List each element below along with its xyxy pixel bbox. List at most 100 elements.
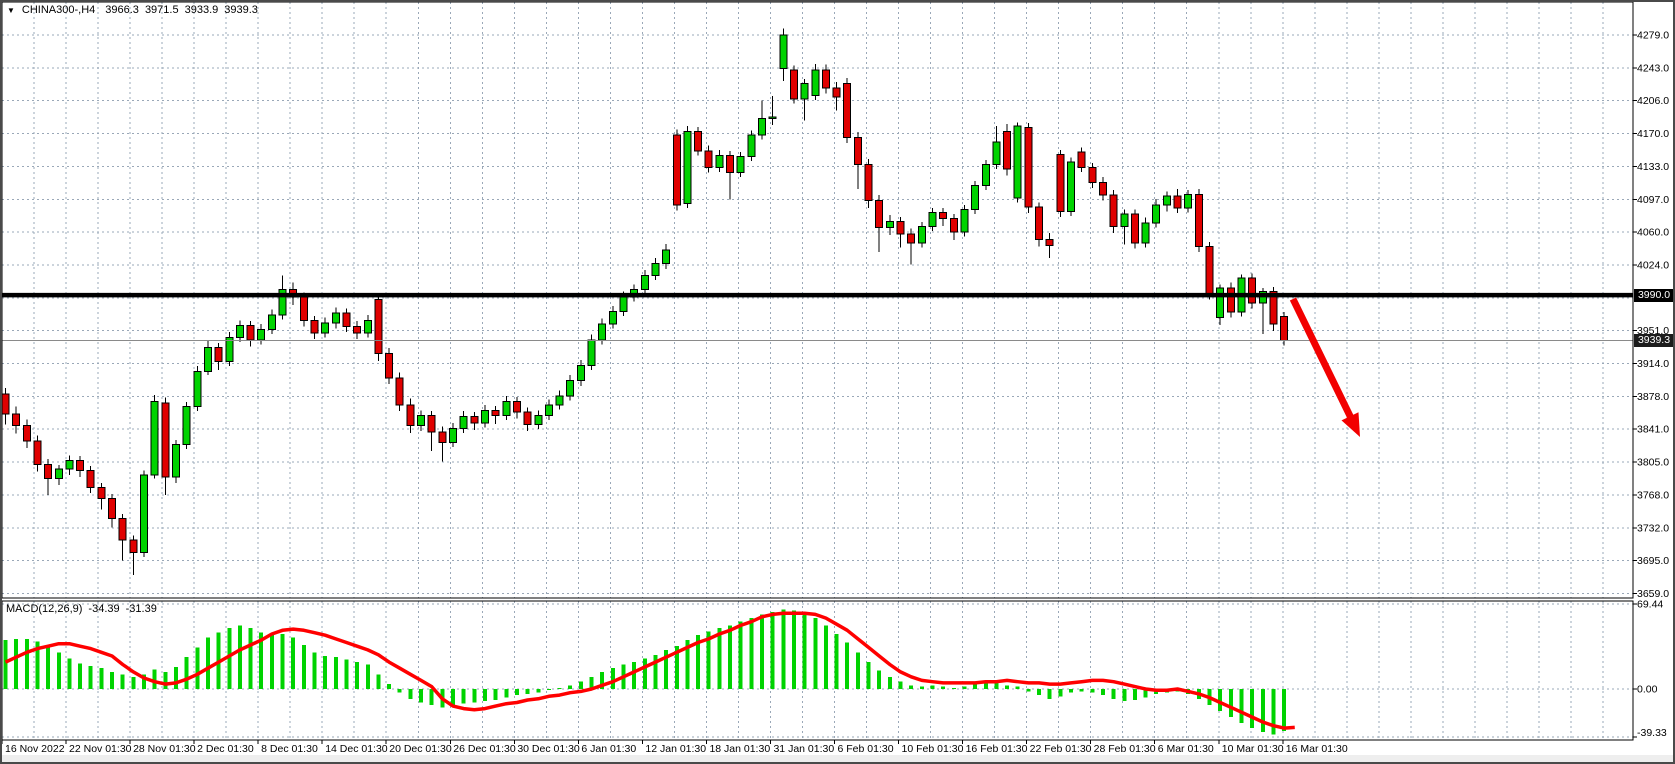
candle xyxy=(353,321,362,340)
macd-bar xyxy=(14,638,19,689)
candle xyxy=(885,215,894,235)
time-axis-label: 22 Nov 01:30 xyxy=(69,743,132,755)
macd-bar xyxy=(717,627,722,689)
candle xyxy=(726,151,735,200)
time-axis-label: 6 Feb 01:30 xyxy=(838,743,894,755)
candle xyxy=(1226,282,1235,318)
macd-bar xyxy=(1005,685,1010,689)
macd-bar xyxy=(951,687,956,689)
candle xyxy=(640,269,649,295)
candle xyxy=(1077,147,1086,172)
candle xyxy=(566,375,575,401)
candle xyxy=(853,132,862,189)
macd-bar xyxy=(387,684,392,689)
time-axis-label: 8 Dec 01:30 xyxy=(261,743,318,755)
candle xyxy=(342,308,351,332)
macd-bar xyxy=(866,662,871,689)
candle xyxy=(417,410,426,431)
time-axis-label: 12 Jan 01:30 xyxy=(645,743,706,755)
candle xyxy=(1003,124,1012,176)
candle xyxy=(1056,150,1065,217)
candle xyxy=(704,145,713,173)
price-axis-label: 3878.0 xyxy=(1637,391,1669,403)
macd-bar xyxy=(1122,689,1127,702)
candle xyxy=(1035,202,1044,247)
candle xyxy=(789,65,798,104)
macd-bar xyxy=(78,663,83,689)
macd-bar xyxy=(355,662,360,689)
candle xyxy=(651,258,660,280)
candle xyxy=(331,307,340,329)
time-axis-label: 10 Mar 01:30 xyxy=(1222,743,1284,755)
price-axis-label: 3914.0 xyxy=(1637,358,1669,370)
macd-bar xyxy=(525,689,530,694)
candle xyxy=(960,205,969,237)
candle xyxy=(161,397,170,495)
macd-bar xyxy=(3,640,8,689)
time-axis-label: 2 Dec 01:30 xyxy=(197,743,254,755)
time-axis-label: 31 Jan 01:30 xyxy=(773,743,834,755)
candle xyxy=(1194,188,1203,252)
price-axis-label: 4206.0 xyxy=(1637,95,1669,107)
symbol-dropdown-icon[interactable]: ▼ xyxy=(7,5,15,15)
price-axis-label: 4243.0 xyxy=(1637,62,1669,74)
time-axis-label: 16 Mar 01:30 xyxy=(1286,743,1348,755)
candle xyxy=(715,150,724,172)
macd-bar xyxy=(919,686,924,689)
candle xyxy=(672,129,681,211)
time-axis-label: 22 Feb 01:30 xyxy=(1030,743,1092,755)
candle xyxy=(1205,242,1214,300)
candle xyxy=(864,159,873,208)
candle xyxy=(1088,162,1097,188)
candle xyxy=(694,126,703,156)
candle xyxy=(1216,284,1225,325)
candle xyxy=(1067,157,1075,216)
macd-bar xyxy=(67,658,72,689)
candle xyxy=(949,214,958,241)
macd-bar xyxy=(1037,689,1042,696)
high-value: 3971.5 xyxy=(144,4,179,16)
time-axis-label: 16 Nov 2022 xyxy=(5,743,65,755)
hline-price-badge: 3990.0 xyxy=(1634,289,1674,302)
macd-bar xyxy=(536,689,541,693)
macd-bar xyxy=(163,671,168,689)
axis-ticks xyxy=(1,34,1637,744)
macd-bar xyxy=(887,676,892,689)
candle xyxy=(981,160,990,190)
macd-bar xyxy=(88,665,93,689)
macd-bar xyxy=(1015,686,1020,689)
candle xyxy=(843,78,852,143)
candle xyxy=(1184,189,1193,213)
candle xyxy=(363,314,372,338)
macd-bar xyxy=(312,652,317,689)
candle xyxy=(821,64,830,94)
macd-bar xyxy=(728,625,733,689)
macd-bar xyxy=(802,613,807,689)
trend-arrow[interactable] xyxy=(1289,297,1360,437)
candle xyxy=(225,332,234,367)
macd-bar xyxy=(301,644,306,689)
time-axis-label: 30 Dec 01:30 xyxy=(517,743,580,755)
candle xyxy=(992,125,1001,170)
macd-bar xyxy=(482,689,487,702)
macd-bar xyxy=(291,637,296,689)
macd-bar xyxy=(1260,689,1265,732)
time-axis-label: 6 Jan 01:30 xyxy=(581,743,636,755)
candle xyxy=(1024,123,1033,214)
candle xyxy=(470,412,479,431)
macd-bar xyxy=(46,646,51,689)
candle xyxy=(576,359,585,386)
candle xyxy=(267,309,276,334)
candlestick-series xyxy=(1,28,1289,575)
candle xyxy=(896,216,905,248)
candle xyxy=(736,152,745,178)
macd-bar xyxy=(834,633,839,689)
candle xyxy=(512,396,521,419)
macd-bar xyxy=(1100,689,1105,696)
macd-bar xyxy=(706,631,711,689)
macd-bar xyxy=(365,664,370,689)
macd-bar xyxy=(791,610,796,689)
time-axis-label: 14 Dec 01:30 xyxy=(325,743,388,755)
